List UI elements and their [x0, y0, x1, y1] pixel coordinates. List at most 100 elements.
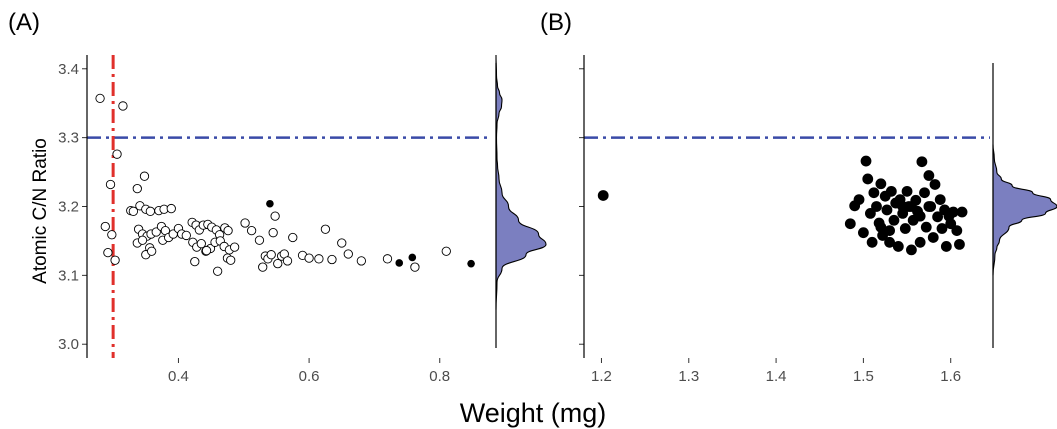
open-data-point	[112, 149, 122, 159]
x-tick-label: 0.4	[168, 368, 189, 385]
open-data-point	[190, 256, 200, 267]
density-outline	[495, 54, 547, 310]
open-data-point	[441, 246, 451, 256]
open-data-point	[139, 171, 150, 181]
open-data-point	[343, 249, 353, 259]
panel-a-points	[95, 93, 475, 276]
open-data-point	[304, 253, 314, 263]
filled-data-point	[906, 201, 917, 212]
open-data-point	[145, 206, 156, 216]
x-tick-label: 1.6	[940, 368, 961, 385]
open-data-point	[320, 224, 331, 234]
filled-data-point	[884, 225, 895, 237]
filled-data-point	[866, 236, 878, 248]
open-data-point	[254, 235, 265, 245]
open-data-point	[337, 238, 347, 248]
y-axis-title: Atomic C/N Ratio	[30, 138, 51, 284]
panel-b: (B) 1.2 1.3 1.4 1.5 1.6	[540, 9, 1057, 385]
filled-data-point	[892, 241, 904, 252]
filled-data-point	[884, 236, 895, 248]
filled-data-point	[947, 206, 959, 218]
filled-data-point	[929, 179, 941, 190]
filled-data-point	[954, 238, 965, 250]
x-tick-label: 1.2	[591, 368, 612, 385]
open-data-point	[240, 218, 250, 228]
x-tick-label: 1.4	[766, 368, 787, 385]
filled-data-point	[862, 173, 874, 185]
filled-data-point	[932, 211, 944, 223]
filled-data-point	[916, 156, 928, 168]
open-data-point	[103, 247, 113, 258]
filled-data-point	[923, 201, 935, 212]
filled-data-point	[920, 221, 932, 233]
filled-data-point	[408, 253, 417, 262]
filled-data-point	[934, 194, 946, 206]
open-data-point	[201, 245, 212, 256]
open-data-point	[95, 93, 105, 104]
x-tick-label: 0.8	[429, 368, 450, 385]
open-data-point	[266, 250, 276, 260]
open-data-point	[132, 183, 142, 194]
filled-data-point	[919, 187, 930, 199]
open-data-point	[110, 255, 120, 265]
filled-data-point	[871, 201, 882, 212]
filled-data-point	[395, 259, 404, 267]
x-tick-label: 1.5	[853, 368, 874, 385]
open-data-point	[273, 259, 283, 269]
filled-data-point	[875, 178, 887, 190]
y-tick-label: 3.4	[58, 61, 79, 78]
filled-data-point	[945, 218, 957, 230]
filled-data-point	[914, 210, 926, 222]
filled-data-point	[844, 218, 856, 230]
filled-data-point	[901, 185, 913, 197]
filled-data-point	[897, 201, 909, 212]
open-data-point	[181, 230, 191, 241]
filled-data-point	[951, 225, 963, 237]
filled-data-point	[936, 223, 948, 234]
filled-data-point	[885, 185, 897, 197]
open-data-point	[226, 255, 236, 265]
panel-a-marginal-density	[495, 54, 547, 348]
panel-b-points	[597, 155, 968, 256]
filled-data-point	[956, 206, 968, 218]
open-data-point	[229, 242, 240, 252]
open-data-point	[100, 221, 110, 232]
y-tick-label: 3.0	[58, 336, 79, 353]
open-data-point	[107, 230, 117, 240]
open-data-point	[258, 262, 268, 272]
filled-data-point	[860, 155, 872, 167]
open-data-point	[128, 206, 139, 216]
open-data-point	[118, 101, 128, 111]
filled-data-point	[875, 221, 887, 233]
y-tick-label: 3.1	[58, 267, 79, 284]
density-area	[993, 144, 1057, 276]
panel-b-marginal-density	[992, 63, 1057, 348]
open-data-point	[268, 228, 278, 238]
filled-data-point	[853, 194, 865, 206]
filled-data-point	[864, 207, 876, 219]
open-data-point	[288, 232, 298, 243]
open-data-point	[356, 256, 367, 266]
panel-a-y-tick-labels: 3.0 3.1 3.2 3.3 3.4	[58, 61, 87, 353]
open-data-point	[327, 254, 337, 265]
filled-data-point	[923, 170, 935, 181]
panel-a-label: (A)	[8, 9, 40, 36]
x-tick-label: 1.3	[678, 368, 699, 385]
filled-data-point	[888, 214, 900, 226]
filled-data-point	[927, 232, 939, 243]
filled-data-point	[881, 204, 893, 216]
open-data-point	[196, 239, 206, 249]
filled-data-point	[940, 241, 952, 252]
filled-data-point	[266, 199, 274, 208]
panel-b-x-tick-labels: 1.2 1.3 1.4 1.5 1.6	[591, 358, 961, 385]
filled-data-point	[914, 236, 926, 248]
open-data-point	[270, 211, 280, 221]
open-data-point	[105, 179, 116, 190]
panel-b-label: (B)	[540, 9, 572, 36]
open-data-point	[246, 225, 257, 236]
filled-data-point	[868, 187, 880, 199]
panel-a-x-tick-labels: 0.4 0.6 0.8	[168, 358, 450, 385]
open-data-point	[166, 203, 176, 214]
open-data-point	[137, 235, 148, 245]
y-tick-label: 3.2	[58, 199, 79, 216]
